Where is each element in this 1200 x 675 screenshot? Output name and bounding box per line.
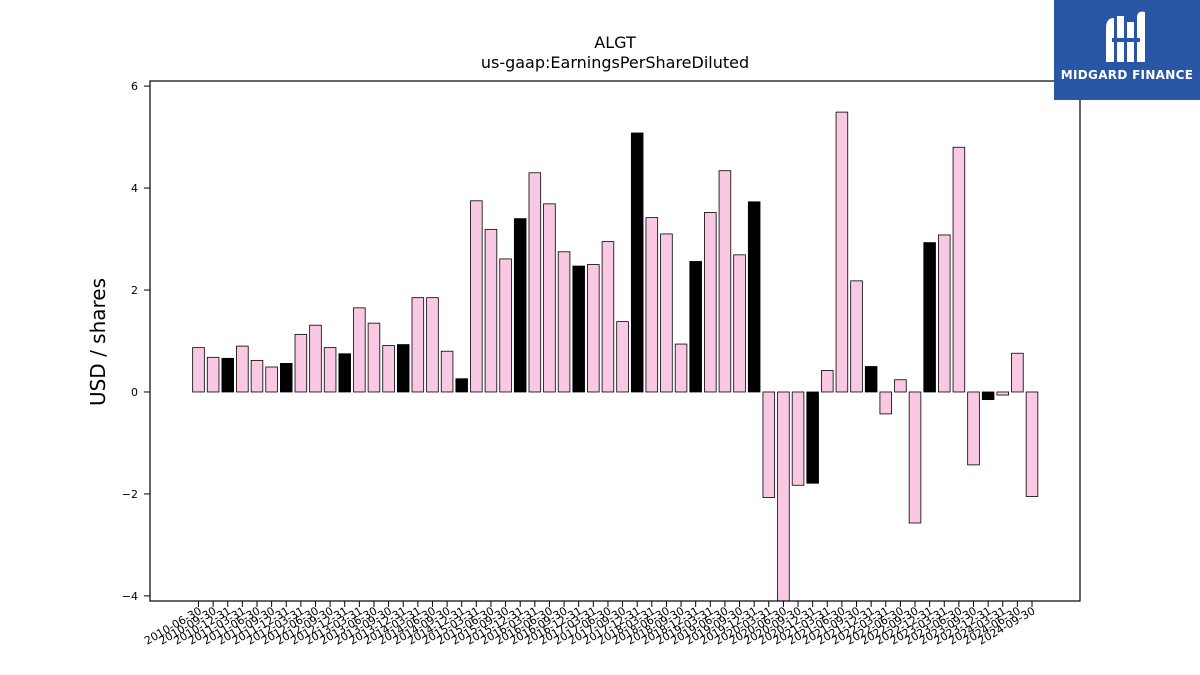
y-tick-label: −4 [122,590,138,603]
bar [952,146,966,393]
bar [908,391,922,524]
brand-name: MIDGARD FINANCE [1060,68,1194,82]
bar [864,366,878,393]
bar [821,370,834,393]
bar [938,234,951,393]
bar [221,357,234,393]
bar [733,254,746,393]
bar [470,200,483,393]
bar [484,228,498,393]
bar [338,353,351,393]
bar [660,233,673,393]
bar [528,172,542,393]
bar [382,345,395,393]
bar [689,261,702,393]
chart-title: ALGT [594,33,636,52]
bar [616,321,629,393]
chart-subtitle: us-gaap:EarningsPerShareDiluted [480,53,750,72]
bar [587,264,600,393]
bar [601,241,615,393]
bar [367,322,381,393]
bar [499,258,512,393]
bar [265,366,278,393]
bar [440,350,454,393]
bar [192,347,205,393]
bar [250,359,264,393]
bar [572,265,585,393]
brand-logo: MIDGARD FINANCE [1054,0,1200,100]
bar [981,391,995,401]
bar [718,170,732,393]
bar [1011,352,1024,393]
bar [923,242,936,393]
bar [236,345,249,393]
bar [791,391,805,486]
y-tick-label: −2 [122,488,138,501]
bar [762,391,776,498]
bar [353,307,366,393]
bar [396,344,410,393]
bar [557,251,571,393]
bar [674,343,688,393]
bar [879,391,893,415]
bar [704,212,717,393]
y-tick-label: 6 [131,80,138,93]
bar [645,217,659,393]
y-tick-label: 0 [131,386,138,399]
y-tick-label: 4 [131,182,138,195]
bar [411,297,425,393]
bar [513,218,527,393]
bar [426,297,439,393]
bar [967,391,980,466]
bar [894,379,907,393]
bar [1025,391,1039,497]
plot-frame [149,80,1081,602]
bar [294,333,308,393]
bar [996,391,1010,396]
bar [309,324,322,393]
y-tick-label: 2 [131,284,138,297]
bar [279,363,293,393]
bar [543,203,556,393]
bar [630,132,644,393]
bar [850,280,863,393]
bar [323,347,337,393]
bar [206,356,220,393]
bar [747,201,761,393]
bar [806,391,819,484]
bar [455,378,468,393]
bar [835,111,849,393]
bar [777,391,790,602]
midgard-m-logo-icon [1106,11,1145,63]
